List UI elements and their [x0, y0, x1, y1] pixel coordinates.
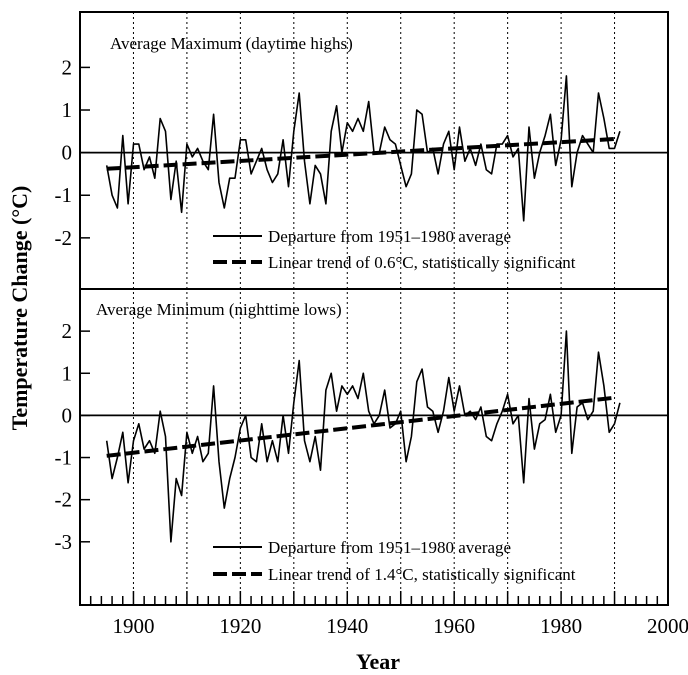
xtick-label: 1920 — [219, 614, 261, 638]
xtick-label: 1960 — [433, 614, 475, 638]
bottom-ytick-label: 2 — [62, 319, 73, 343]
top-ytick-label: -2 — [55, 226, 73, 250]
bottom-ytick-label: -1 — [55, 446, 73, 470]
top-legend-departure: Departure from 1951–1980 average — [268, 227, 511, 246]
top-ytick-label: -1 — [55, 183, 73, 207]
xtick-label: 1940 — [326, 614, 368, 638]
bottom-legend: Departure from 1951–1980 average Linear … — [213, 538, 576, 584]
bottom-ytick-label: -2 — [55, 488, 73, 512]
bottom-ytick-label: 1 — [62, 361, 73, 385]
bottom-ytick-label: -3 — [55, 530, 73, 554]
top-trend-line — [107, 139, 615, 169]
top-departure-line — [107, 76, 620, 221]
top-panel-title: Average Maximum (daytime highs) — [110, 34, 353, 53]
y-ticks: -2 -1 0 1 2 -3 -2 -1 0 1 2 — [55, 55, 91, 553]
xtick-label: 2000 — [647, 614, 688, 638]
y-axis-title: Temperature Change (°C) — [7, 186, 32, 431]
zero-lines — [80, 153, 668, 416]
top-legend: Departure from 1951–1980 average Linear … — [213, 227, 576, 272]
top-legend-trend: Linear trend of 0.6°C, statistically sig… — [268, 253, 576, 272]
top-ytick-label: 0 — [62, 141, 73, 165]
top-ytick-label: 1 — [62, 98, 73, 122]
xtick-label: 1980 — [540, 614, 582, 638]
x-ticks: 1900 1920 1940 1960 1980 2000 — [91, 591, 688, 638]
bottom-ytick-label: 0 — [62, 403, 73, 427]
top-ytick-label: 2 — [62, 55, 73, 79]
xtick-label: 1900 — [112, 614, 154, 638]
bottom-legend-departure: Departure from 1951–1980 average — [268, 538, 511, 557]
bottom-departure-line — [107, 331, 620, 542]
bottom-panel-title: Average Minimum (nighttime lows) — [96, 300, 342, 319]
bottom-legend-trend: Linear trend of 1.4°C, statistically sig… — [268, 565, 576, 584]
x-axis-title: Year — [356, 649, 400, 674]
